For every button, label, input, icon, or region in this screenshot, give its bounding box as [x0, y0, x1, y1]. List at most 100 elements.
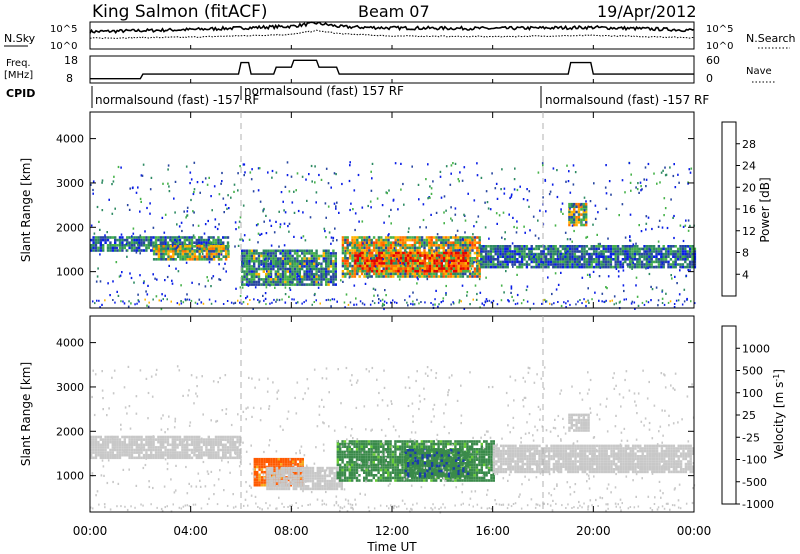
heatmap-cell	[468, 275, 472, 278]
heatmap-cell	[341, 264, 345, 268]
heatmap-speckle	[237, 299, 239, 302]
heatmap-cell	[578, 260, 581, 264]
heatmap-cell	[188, 453, 191, 457]
heatmap-speckle	[586, 235, 589, 239]
heatmap-cell	[454, 272, 457, 276]
heatmap-speckle	[390, 222, 392, 225]
heatmap-cell	[580, 252, 584, 256]
heatmap-cell	[609, 245, 613, 248]
heatmap-cell	[133, 246, 136, 250]
heatmap-cell	[348, 249, 352, 252]
heatmap-cell	[640, 265, 644, 269]
heatmap-speckle	[568, 170, 570, 173]
heatmap-speckle	[464, 219, 467, 222]
heatmap-cell	[537, 260, 541, 264]
heatmap-cell	[378, 267, 381, 270]
heatmap-cell	[291, 265, 294, 268]
heatmap-cell	[109, 246, 112, 250]
heatmap-speckle	[383, 307, 385, 311]
heatmap-cell	[580, 255, 584, 258]
heatmap-cell	[652, 247, 656, 251]
heatmap-cell	[150, 451, 153, 454]
heatmap-cell	[530, 258, 533, 261]
heatmap-cell	[215, 245, 218, 248]
heatmap-speckle	[239, 301, 241, 304]
heatmap-cell	[278, 482, 281, 485]
heatmap-cell	[360, 238, 364, 242]
heatmap-speckle	[129, 272, 131, 275]
heatmap-cell	[464, 251, 467, 255]
heatmap-cell	[595, 250, 598, 253]
heatmap-cell	[430, 249, 433, 252]
heatmap-cell	[186, 255, 189, 258]
heatmap-cell	[390, 269, 393, 273]
heatmap-cell	[361, 254, 364, 257]
heatmap-speckle	[333, 298, 336, 301]
heatmap-cell	[549, 263, 553, 266]
heatmap-speckle	[571, 240, 573, 243]
heatmap-cell	[368, 244, 371, 247]
heatmap-cell	[419, 256, 422, 260]
heatmap-cell	[336, 453, 339, 456]
heatmap-cell	[224, 451, 227, 454]
heatmap-cell	[281, 265, 285, 268]
heatmap-cell	[681, 258, 685, 261]
heatmap-speckle	[182, 301, 185, 304]
heatmap-speckle	[655, 265, 657, 268]
heatmap-cell	[296, 280, 299, 284]
heatmap-cell	[275, 463, 278, 466]
heatmap-cell	[315, 254, 318, 258]
heatmap-speckle	[296, 172, 299, 175]
heatmap-cell	[356, 249, 359, 252]
heatmap-speckle	[689, 171, 692, 174]
heatmap-cell	[205, 451, 208, 454]
heatmap-cell	[341, 270, 345, 273]
heatmap-cell	[90, 446, 93, 449]
heatmap-cell	[478, 270, 481, 273]
heatmap-speckle	[565, 252, 567, 255]
heatmap-cell	[575, 218, 578, 222]
heatmap-cell	[94, 456, 98, 460]
heatmap-speckle	[591, 298, 593, 301]
heatmap-cell	[284, 278, 287, 281]
heatmap-speckle	[146, 206, 148, 210]
heatmap-cell	[346, 264, 349, 268]
heatmap-cell	[272, 280, 275, 284]
heatmap-cell	[580, 218, 583, 222]
heatmap-cell	[535, 252, 538, 256]
heatmap-cell	[332, 272, 335, 276]
heatmap-speckle	[673, 163, 675, 166]
heatmap-cell	[600, 263, 603, 266]
heatmap-speckle	[219, 278, 222, 281]
heatmap-cell	[452, 264, 455, 268]
heatmap-speckle	[399, 261, 401, 265]
heatmap-cell	[614, 250, 617, 253]
heatmap-cell	[566, 258, 569, 261]
heatmap-cell	[568, 252, 572, 256]
heatmap-cell	[317, 275, 321, 279]
heatmap-cell	[537, 263, 541, 266]
heatmap-speckle	[144, 230, 146, 233]
heatmap-cell	[365, 236, 369, 239]
heatmap-speckle	[425, 178, 427, 181]
heatmap-cell	[478, 236, 481, 239]
heatmap-cell	[272, 460, 276, 464]
heatmap-speckle	[611, 299, 613, 302]
heatmap-cell	[392, 244, 395, 247]
heatmap-cell	[588, 255, 591, 258]
heatmap-cell	[329, 275, 333, 279]
heatmap-cell	[487, 252, 490, 256]
heatmap-cell	[171, 440, 174, 444]
heatmap-cell	[423, 249, 426, 252]
heatmap-cell	[308, 257, 311, 260]
heatmap-cell	[494, 247, 497, 251]
heatmap-speckle	[164, 213, 167, 216]
heatmap-speckle	[486, 201, 489, 204]
heatmap-cell	[476, 262, 479, 265]
heatmap-cell	[433, 267, 436, 270]
heatmap-cell	[363, 241, 366, 244]
heatmap-cell	[257, 254, 261, 258]
heatmap-cell	[279, 259, 282, 263]
heatmap-cell	[121, 440, 124, 444]
heatmap-speckle	[140, 174, 143, 177]
